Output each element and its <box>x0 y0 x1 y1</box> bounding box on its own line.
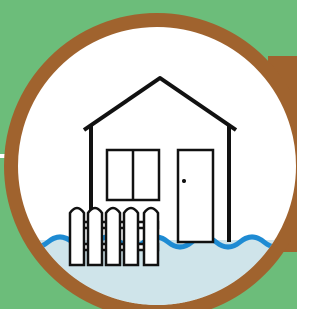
fence-picket <box>106 208 120 265</box>
door <box>178 150 213 242</box>
fence-picket <box>144 208 158 265</box>
fence-picket <box>88 208 102 265</box>
illustration <box>0 0 297 309</box>
fence <box>70 208 158 265</box>
fence-picket <box>124 208 138 265</box>
fence-picket <box>70 208 84 265</box>
door-knob <box>182 179 186 183</box>
